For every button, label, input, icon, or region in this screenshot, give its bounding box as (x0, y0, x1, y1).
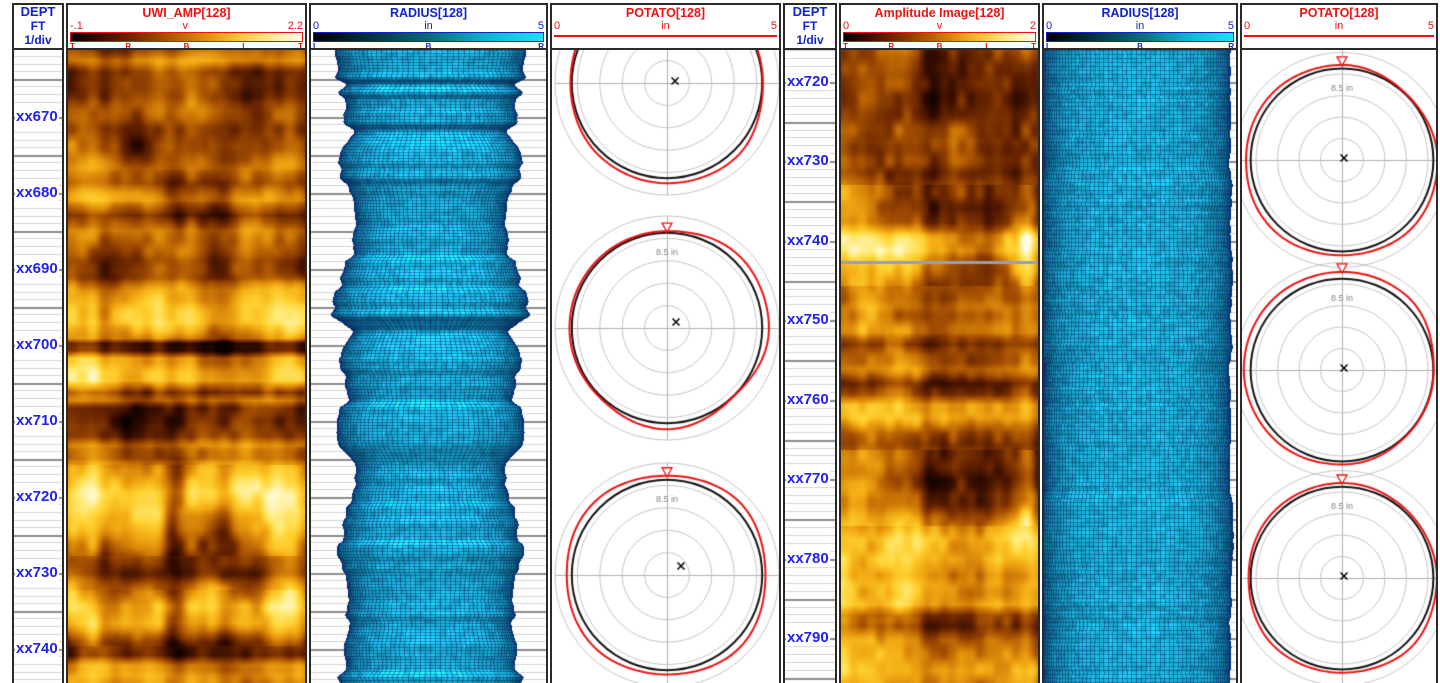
amplitude-track-header: UWI_AMP[128] -.1 v 2.2 T R B L T (66, 3, 307, 50)
depth-label: xx710 (15, 411, 59, 429)
azimuth-tick-right-2: R (888, 42, 895, 50)
depth-label: xx730 (15, 563, 59, 581)
radius-track-title: RADIUS[128] (389, 6, 468, 20)
radius-scale-max: 5 (537, 19, 544, 32)
radius-track-title-2: RADIUS[128] (1101, 6, 1179, 20)
depth-track-header-2: DEPT FT 1/div (783, 3, 837, 50)
amplitude-colorbar (70, 32, 303, 42)
depth-track[interactable]: xx670 xx680 xx690 xx700 xx710 xx720 xx730 xx740 (12, 50, 64, 683)
potato-scale-unit-2: in (1334, 19, 1344, 32)
amplitude-scale-min-2: 0 (843, 19, 850, 32)
azimuth-tick-right: R (125, 42, 132, 50)
depth-label: xx720 (786, 72, 830, 90)
azimuth-tick-bottom2-2: B (1137, 42, 1143, 50)
potato-track-2[interactable] (1240, 50, 1438, 683)
radius-scale-min: 0 (313, 19, 320, 32)
azimuth-tick-top2-2: T (1031, 42, 1036, 50)
radius-colorbar-2 (1046, 32, 1234, 42)
potato-scale-min: 0 (554, 19, 561, 32)
potato-track-header-2: POTATO[128] 0 in 5 (1240, 3, 1438, 50)
azimuth-tick-bottom: B (183, 42, 190, 50)
depth-label: xx690 (15, 259, 59, 277)
azimuth-tick-right2-2: R (1228, 42, 1234, 50)
amplitude-scale-max: 2.2 (287, 19, 303, 32)
amplitude-heatmap-canvas-2[interactable] (841, 50, 1038, 683)
potato-scale-unit: in (661, 19, 670, 32)
depth-header-unit-2: FT (802, 19, 818, 33)
radius-3d-canvas-2[interactable] (1044, 50, 1236, 683)
amplitude-track-2[interactable] (839, 50, 1040, 683)
depth-label: xx740 (15, 639, 59, 657)
potato-crosssection-canvas-2[interactable] (1242, 50, 1436, 683)
potato-scale-max: 5 (770, 19, 777, 32)
radius-scale-max-2: 5 (1227, 19, 1234, 32)
azimuth-tick-left2: L (313, 42, 318, 50)
radius-track-header-2: RADIUS[128] 0 in 5 L B R (1042, 3, 1238, 50)
depth-grid-canvas[interactable] (14, 50, 62, 683)
depth-label: xx750 (786, 311, 830, 329)
radius-track-2[interactable] (1042, 50, 1238, 683)
depth-track-header: DEPT FT 1/div (12, 3, 64, 50)
depth-label: xx770 (786, 470, 830, 488)
radius-3d-canvas[interactable] (311, 50, 546, 683)
depth-label: xx670 (15, 107, 59, 125)
depth-label: xx730 (786, 152, 830, 170)
potato-track[interactable] (550, 50, 781, 683)
amplitude-colorbar-2 (843, 32, 1036, 42)
amplitude-track[interactable] (66, 50, 307, 683)
azimuth-tick-left2-2: L (1046, 42, 1051, 50)
potato-track-header: POTATO[128] 0 in 5 (550, 3, 781, 50)
potato-track-title-2: POTATO[128] (1299, 6, 1379, 20)
azimuth-tick-top-2: T (843, 42, 848, 50)
amplitude-scale-unit-2: v (936, 19, 943, 32)
depth-label: xx720 (15, 487, 59, 505)
radius-colorbar (313, 32, 544, 42)
amplitude-track-title: UWI_AMP[128] (142, 6, 231, 20)
depth-track-2[interactable]: xx720 xx730 xx740 xx750 xx760 xx770 xx780 xx790 (783, 50, 837, 683)
azimuth-tick-top: T (70, 42, 75, 50)
radius-scale-unit: in (424, 19, 433, 32)
depth-label: xx740 (786, 231, 830, 249)
potato-track-title: POTATO[128] (625, 6, 706, 20)
depth-label: xx780 (786, 549, 830, 567)
radius-scale-unit-2: in (1135, 19, 1145, 32)
depth-label: xx680 (15, 183, 59, 201)
radius-scale-min-2: 0 (1046, 19, 1053, 32)
depth-header-mnemonic: DEPT (20, 4, 56, 19)
radius-track-header: RADIUS[128] 0 in 5 L B R (309, 3, 548, 50)
potato-crosssection-canvas[interactable] (552, 50, 779, 683)
amplitude-track-header-2: Amplitude Image[128] 0 v 2 T R B L T (839, 3, 1040, 50)
radius-track[interactable] (309, 50, 548, 683)
azimuth-tick-bottom2: B (425, 42, 432, 50)
depth-grid-canvas-2[interactable] (785, 50, 835, 683)
potato-scale-line-2 (1244, 35, 1434, 37)
amplitude-scale-max-2: 2 (1029, 19, 1036, 32)
depth-header-scale-2: 1/div (796, 33, 824, 47)
depth-label: xx760 (786, 390, 830, 408)
potato-scale-line (554, 35, 777, 37)
azimuth-tick-bottom-2: B (936, 42, 943, 50)
potato-scale-max-2: 5 (1427, 19, 1434, 32)
amplitude-scale-unit: v (182, 19, 189, 32)
azimuth-tick-left: L (242, 42, 248, 50)
amplitude-heatmap-canvas[interactable] (68, 50, 305, 683)
amplitude-scale-min: -.1 (70, 19, 83, 32)
depth-label: xx790 (786, 629, 830, 647)
depth-label: xx700 (15, 335, 59, 353)
depth-header-mnemonic-2: DEPT (792, 4, 828, 19)
azimuth-tick-top2: T (298, 42, 303, 50)
depth-header-unit: FT (30, 19, 46, 33)
potato-scale-min-2: 0 (1244, 19, 1251, 32)
azimuth-tick-left-2: L (985, 42, 991, 50)
azimuth-tick-right2: R (538, 42, 544, 50)
amplitude-track-title-2: Amplitude Image[128] (874, 6, 1005, 20)
depth-header-scale: 1/div (24, 33, 52, 47)
